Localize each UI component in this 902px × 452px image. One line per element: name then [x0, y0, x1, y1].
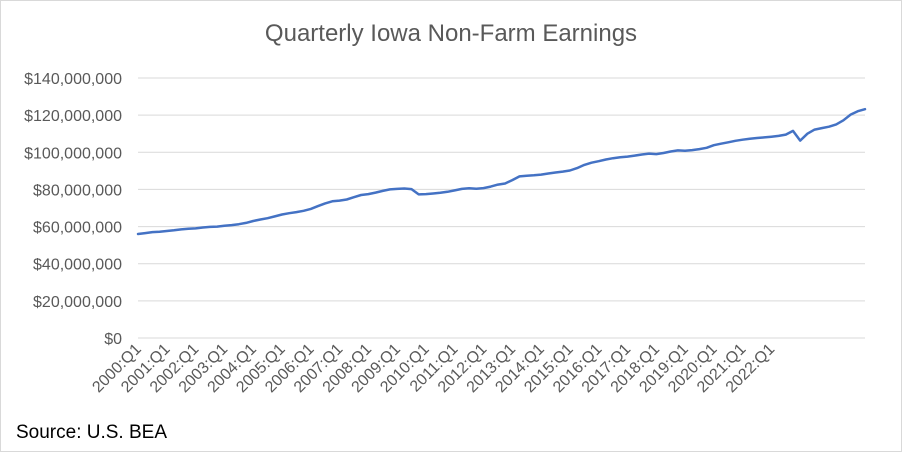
- x-axis-tick-labels: 2000:Q12001:Q12002:Q12003:Q12004:Q12005:…: [89, 341, 778, 396]
- y-tick-label: $60,000,000: [33, 220, 122, 237]
- y-axis-tick-labels: $0 $20,000,000 $40,000,000 $60,000,000 $80,0…: [24, 71, 122, 348]
- source-note: Source: U.S. BEA: [16, 422, 168, 443]
- gridlines: [138, 77, 865, 339]
- y-tick-label: $120,000,000: [24, 108, 122, 125]
- series-layer: [136, 107, 867, 236]
- y-tick-label: $40,000,000: [33, 257, 122, 274]
- y-tick-label: $20,000,000: [33, 294, 122, 311]
- y-tick-label: $0: [104, 331, 122, 348]
- chart-title: Quarterly Iowa Non-Farm Earnings: [264, 20, 638, 47]
- y-tick-label: $80,000,000: [33, 182, 122, 199]
- series-line: [136, 107, 867, 236]
- y-tick-label: $100,000,000: [24, 145, 122, 162]
- y-tick-label: $140,000,000: [24, 71, 122, 88]
